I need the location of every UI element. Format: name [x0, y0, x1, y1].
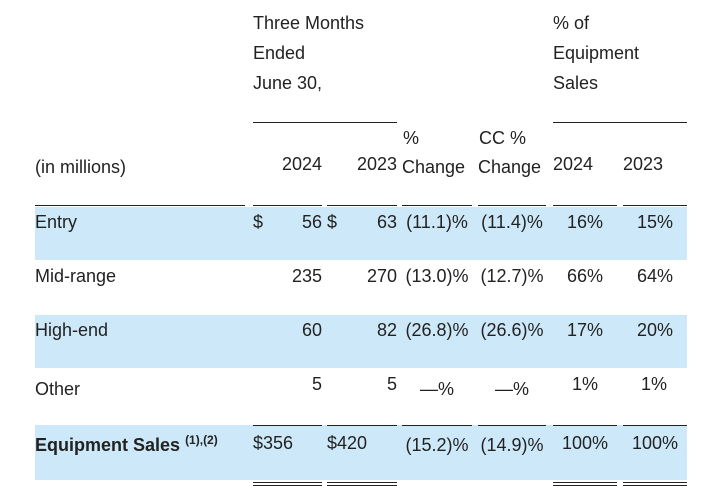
row-entry-share-2024: 16% [566, 212, 604, 232]
row-entry-value-2023: 63 [376, 212, 397, 232]
header-cc-change-line1: CC % [479, 128, 527, 148]
col-rule-pct-change [402, 205, 472, 206]
total-bottom-rule-2023-b [327, 485, 397, 486]
row-other-share-2024: 1% [571, 374, 598, 394]
total-top-rule-2024 [253, 425, 322, 426]
row-entry-currency-2023: $ [327, 212, 338, 232]
row-entry-currency-2024: $ [253, 212, 264, 232]
row-entry-value-2024: 56 [301, 212, 322, 232]
header-col-2024: 2024 [281, 154, 322, 174]
total-pct-change: (15.2)% [405, 435, 469, 455]
total-label: Equipment Sales (1),(2) [35, 433, 218, 455]
row-entry-share-2023: 15% [636, 212, 673, 232]
total-top-rule-pct-2023 [623, 425, 687, 426]
row-other-share-2023: 1% [640, 374, 667, 394]
row-other-pct-change: —% [419, 379, 454, 399]
total-bottom-rule-2024-a [253, 482, 322, 483]
row-high-end-label: High-end [35, 320, 109, 340]
total-top-rule-pct-change [402, 425, 472, 426]
total-value-2023: $420 [327, 433, 368, 453]
header-pct-sales-line2: Equipment [553, 43, 640, 63]
row-band-entry [35, 207, 687, 260]
row-other-cc-change: —% [494, 379, 529, 399]
header-cc-change-line2: Change [478, 157, 542, 177]
total-cc-change: (14.9)% [480, 435, 544, 455]
row-mid-range-pct-change: (13.0)% [405, 266, 469, 286]
row-high-end-value-2023: 82 [376, 320, 397, 340]
header-rule-period [253, 122, 397, 123]
col-rule-2023 [327, 205, 397, 206]
row-entry-pct-change: (11.1)% [406, 212, 468, 232]
header-period-line2: Ended [253, 43, 306, 63]
row-high-end-share-2024: 17% [566, 320, 604, 340]
row-high-end-pct-change: (26.8)% [405, 320, 469, 340]
total-bottom-rule-pct-2023-a [623, 482, 687, 483]
row-high-end-cc-change: (26.6)% [480, 320, 544, 340]
row-other-value-2024: 5 [311, 374, 322, 394]
total-share-2023: 100% [631, 433, 679, 453]
total-bottom-rule-pct-2024-b [553, 485, 617, 486]
col-rule-pct-2023 [623, 205, 687, 206]
row-other-value-2023: 5 [386, 374, 397, 394]
header-pct-sales-line3: Sales [553, 73, 599, 93]
total-top-rule-cc-change [478, 425, 546, 426]
row-mid-range-value-2024: 235 [291, 266, 322, 286]
col-rule-label [35, 205, 245, 206]
col-rule-2024 [253, 205, 322, 206]
header-pct-sales-line1: % of [553, 13, 590, 33]
total-top-rule-2023 [327, 425, 397, 426]
header-pct-change-line1: % [403, 128, 420, 148]
row-entry-cc-change: (11.4)% [481, 212, 543, 232]
col-rule-cc-change [478, 205, 546, 206]
total-share-2024: 100% [561, 433, 609, 453]
header-period-line1: Three Months [253, 13, 365, 33]
total-bottom-rule-2023-a [327, 482, 397, 483]
header-pct-2024: 2024 [553, 154, 594, 174]
total-bottom-rule-pct-2023-b [623, 485, 687, 486]
total-bottom-rule-pct-2024-a [553, 482, 617, 483]
row-mid-range-label: Mid-range [35, 266, 117, 286]
header-pct-2023: 2023 [623, 154, 664, 174]
header-units: (in millions) [35, 157, 127, 177]
header-period-line3: June 30, [253, 73, 323, 93]
row-entry-label: Entry [35, 212, 78, 232]
row-mid-range-cc-change: (12.7)% [480, 266, 544, 286]
total-value-2024: $356 [253, 433, 294, 453]
row-mid-range-value-2023: 270 [366, 266, 397, 286]
row-high-end-value-2024: 60 [301, 320, 322, 340]
row-mid-range-share-2024: 66% [566, 266, 604, 286]
header-col-2023: 2023 [356, 154, 397, 174]
total-top-rule-pct-2024 [553, 425, 617, 426]
header-pct-change-line2: Change [402, 157, 466, 177]
row-mid-range-share-2023: 64% [636, 266, 673, 286]
total-bottom-rule-2024-b [253, 485, 322, 486]
total-footnote: (1),(2) [185, 433, 218, 447]
col-rule-pct-2024 [553, 205, 617, 206]
row-band-total [35, 425, 687, 480]
total-label-text: Equipment Sales [35, 435, 181, 455]
row-band-high-end [35, 315, 687, 368]
header-rule-pct-sales [553, 122, 687, 123]
row-other-label: Other [35, 379, 81, 399]
row-high-end-share-2023: 20% [636, 320, 673, 340]
